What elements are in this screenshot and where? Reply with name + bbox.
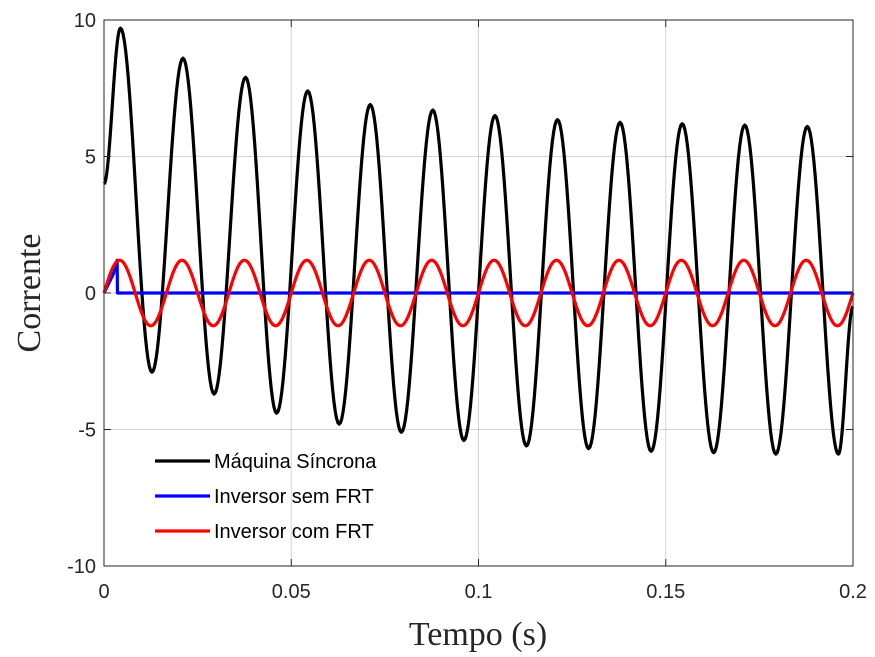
x-axis-title: Tempo (s) — [409, 616, 547, 653]
x-tick-label-0: 0 — [98, 581, 109, 603]
legend-label-inversor-com-frt: Inversor com FRT — [214, 521, 374, 543]
legend-label-maquina-sincrona: Máquina Síncrona — [214, 451, 377, 473]
y-tick-label-4: 10 — [74, 10, 96, 32]
axis-ticks: 0 0.05 0.1 0.15 0.2 -10 -5 0 5 10 — [67, 10, 867, 603]
legend: Máquina Síncrona Inversor sem FRT Invers… — [155, 451, 377, 543]
y-tick-label-2: 0 — [85, 283, 96, 305]
x-tick-label-1: 0.05 — [272, 581, 311, 603]
y-tick-label-3: 5 — [85, 147, 96, 169]
y-tick-label-1: -5 — [78, 420, 96, 442]
x-tick-label-4: 0.2 — [839, 581, 867, 603]
y-tick-label-0: -10 — [67, 556, 96, 578]
series-layer — [102, 26, 855, 456]
series-line-inversor-com-frt — [102, 258, 855, 328]
x-tick-label-3: 0.15 — [646, 581, 685, 603]
x-tick-label-2: 0.1 — [465, 581, 493, 603]
series-line-maquina-sincrona — [102, 26, 855, 456]
legend-label-inversor-sem-frt: Inversor sem FRT — [214, 486, 374, 508]
y-axis-title: Corrente — [11, 234, 48, 353]
